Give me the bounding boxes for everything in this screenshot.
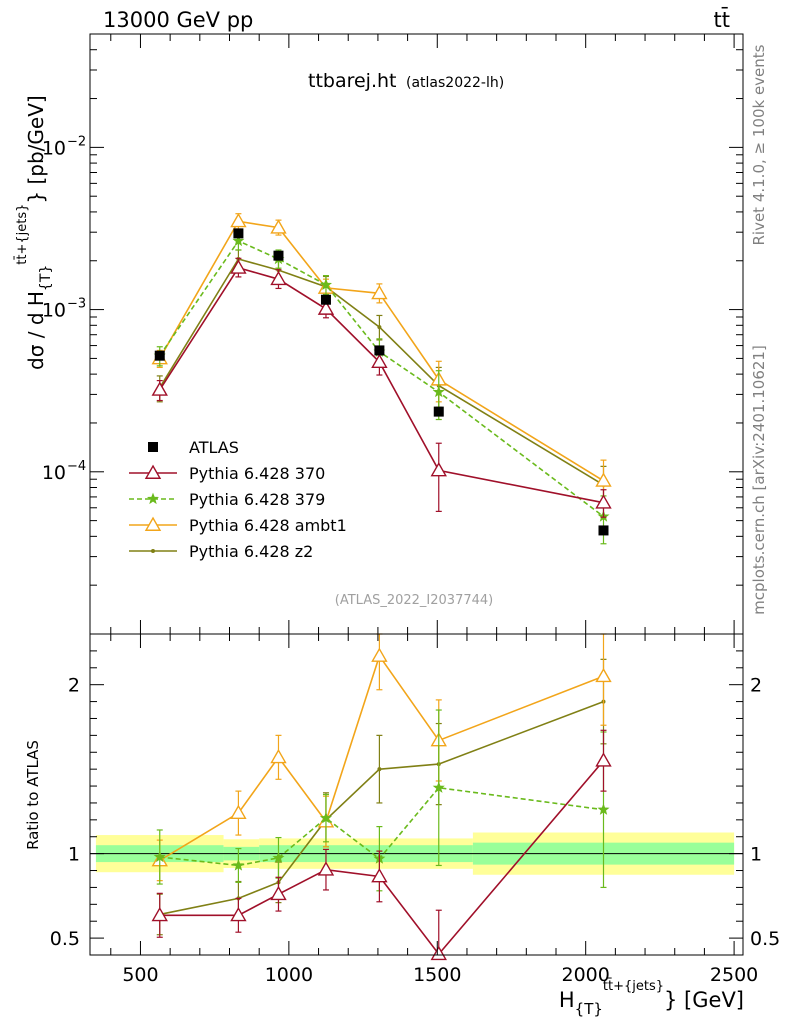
legend: ATLAS Pythia 6.428 370 Pythia 6.428 379 Pyt… — [129, 438, 347, 561]
ratio-y-label: Ratio to ATLAS — [24, 740, 42, 850]
legend-label: Pythia 6.428 ambt1 — [189, 516, 347, 535]
ratio-point — [377, 767, 382, 772]
atlas-point — [273, 250, 284, 261]
legend-label: ATLAS — [189, 438, 239, 457]
data-point — [270, 270, 287, 286]
ratio-y-tick-label: 0.5 — [50, 928, 80, 950]
x-axis-label: H{T}tt̄+{jets}} [GeV] — [559, 979, 744, 1018]
x-tick-label: 1500 — [413, 964, 461, 986]
atlas-point — [374, 345, 385, 356]
ratio-point — [151, 906, 168, 922]
y-tick-label: 10 — [42, 300, 66, 322]
data-point — [432, 385, 445, 398]
ratio-point — [153, 850, 166, 863]
watermark: (ATLAS_2022_I2037744) — [335, 593, 493, 608]
ratio-point — [595, 667, 612, 683]
y-tick-exponent: −3 — [67, 297, 86, 312]
ratio-y-tick-label: 2 — [750, 675, 762, 697]
x-tick-label: 500 — [122, 964, 158, 986]
data-point — [230, 259, 247, 274]
data-point — [595, 494, 612, 509]
ratio-point — [230, 804, 247, 820]
energy-label: 13000 GeV pp — [103, 8, 253, 32]
ratio-y-tick-label: 1 — [68, 844, 80, 866]
ratio-line — [159, 700, 604, 916]
data-point — [230, 212, 247, 228]
atlas-point — [598, 525, 609, 536]
data-point — [319, 278, 333, 290]
ratio-point — [319, 811, 333, 824]
ratio-plot: 500 1000 1500 2000 2500 0.5 0.5 1 1 2 2 Ratio to A… — [24, 633, 780, 986]
rivet-label: Rivet 4.1.0, ≥ 100k events — [750, 44, 768, 245]
data-point — [151, 381, 168, 396]
ratio-point — [597, 803, 610, 815]
plot-subtitle: (atlas2022-lh) — [406, 75, 504, 91]
ratio-point — [371, 647, 388, 662]
data-point — [595, 472, 612, 487]
legend-marker — [148, 442, 158, 452]
y-tick-exponent: −2 — [67, 134, 86, 149]
ratio-point — [272, 851, 285, 863]
process-label: tt̄ — [714, 7, 730, 32]
atlas-point — [233, 228, 244, 239]
mcplots-label: mcplots.cern.ch [arXiv:2401.10621] — [750, 345, 768, 615]
y-tick-label: 10 — [42, 462, 66, 484]
ratio-point — [432, 781, 445, 793]
data-point — [232, 234, 245, 247]
main-plot-frame — [89, 33, 744, 635]
ratio-point — [230, 906, 247, 922]
y-axis-label: dσ / d H{T}tt̄+{jets}} [pb/GeV] — [15, 95, 54, 370]
x-tick-label: 2500 — [710, 964, 758, 986]
series-0 — [151, 257, 612, 518]
data-point — [371, 353, 388, 368]
ratio-plot-frame — [89, 633, 744, 956]
legend-label: Pythia 6.428 370 — [189, 464, 325, 483]
y-tick-label: 10 — [42, 137, 66, 159]
ratio-y-tick-label: 0.5 — [750, 928, 780, 950]
data-point — [317, 300, 335, 315]
data-point — [371, 284, 388, 300]
ratio-point — [430, 945, 447, 961]
ratio-point — [270, 748, 287, 764]
ratio-point — [317, 861, 335, 876]
legend-marker — [144, 464, 162, 479]
ratio-point — [371, 868, 388, 883]
atlas-point — [154, 350, 165, 361]
y-tick-exponent: −4 — [67, 459, 86, 474]
data-point — [270, 219, 287, 234]
legend-marker — [146, 492, 160, 505]
main-plot: 10−210−310−4 ttbarej.ht (atlas2022-lh) (… — [15, 33, 744, 635]
ratio-point — [232, 859, 245, 871]
x-tick-label: 2000 — [562, 964, 610, 986]
atlas-point — [320, 294, 331, 305]
ratio-line — [159, 654, 604, 862]
ratio-y-tick-label: 2 — [68, 675, 80, 697]
data-point — [430, 461, 447, 477]
ratio-point — [595, 752, 612, 767]
ratio-point — [270, 885, 287, 901]
ratio-series-0 — [151, 729, 612, 961]
data-point — [377, 325, 382, 330]
legend-marker — [144, 516, 162, 531]
ratio-y-tick-label: 1 — [750, 844, 762, 866]
atlas-point — [433, 406, 444, 417]
x-tick-label: 1000 — [265, 964, 313, 986]
legend-label: Pythia 6.428 379 — [189, 490, 325, 509]
plot-title: ttbarej.ht — [308, 70, 397, 92]
legend-marker — [151, 549, 155, 553]
legend-label: Pythia 6.428 z2 — [189, 542, 313, 561]
